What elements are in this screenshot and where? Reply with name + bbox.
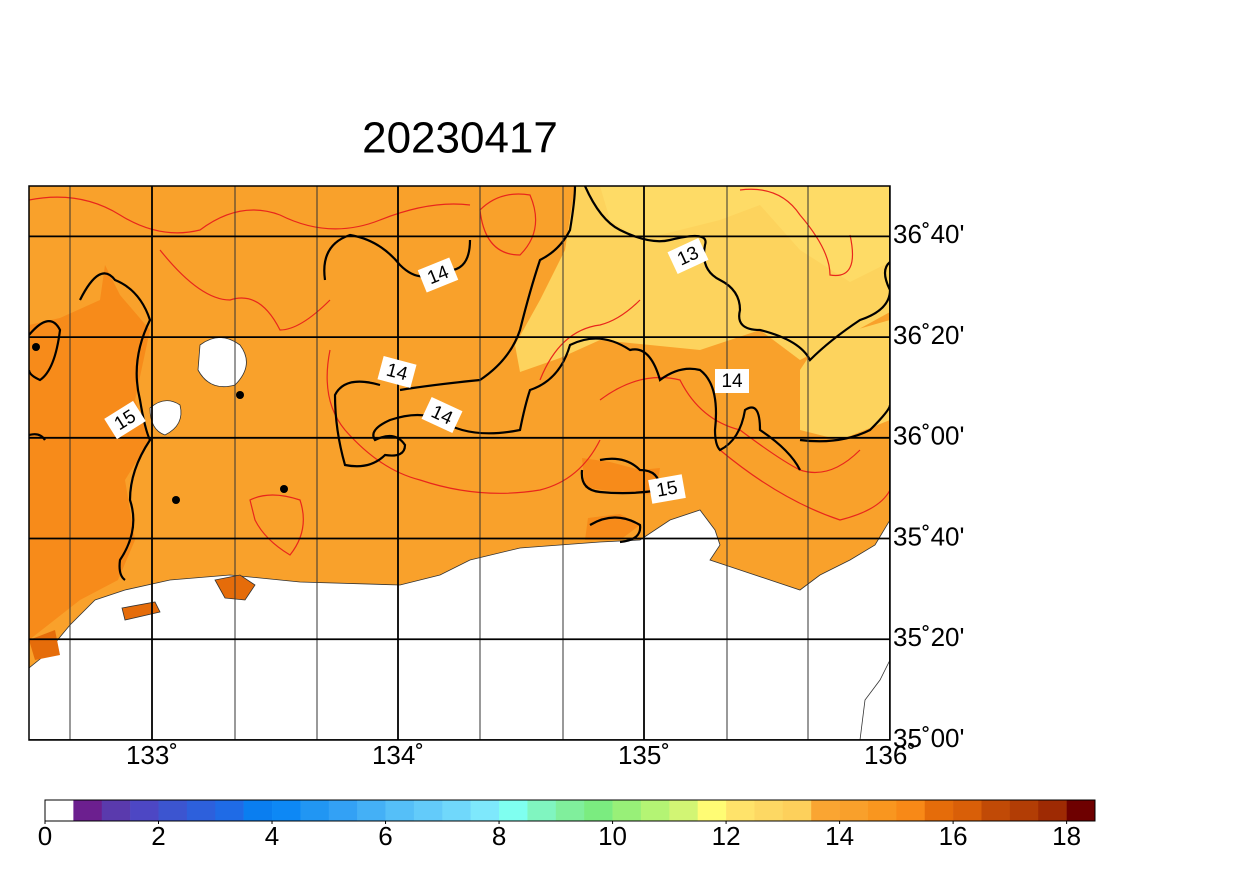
contour-label-bg — [667, 237, 709, 275]
contour-label-bg — [421, 396, 463, 434]
colorbar-segment — [499, 800, 528, 821]
y-tick-label: 36˚00' — [893, 421, 964, 451]
colorbar-segment — [45, 800, 74, 821]
colorbar: 0 2 4 6 8 10 12 14 16 18 — [38, 799, 1096, 851]
title: 20230417 — [362, 114, 558, 163]
land — [29, 509, 890, 740]
y-tick-label: 35˚20' — [893, 622, 964, 652]
contour-label: 13 — [667, 237, 709, 275]
colorbar-segment — [186, 800, 216, 821]
colorbar-segment — [981, 800, 1011, 821]
stations — [32, 343, 288, 504]
isotherms-major — [29, 186, 890, 581]
colorbar-segment — [130, 800, 159, 821]
colorbar-tick-label: 6 — [378, 821, 392, 851]
colorbar-segment — [73, 800, 103, 821]
x-tick-label: 135˚ — [618, 740, 670, 770]
contour-label-bg — [648, 474, 686, 504]
contour-label: 14 — [417, 257, 459, 293]
warm-region — [582, 458, 660, 495]
colorbar-segment — [555, 800, 585, 821]
colorbar-segment — [697, 800, 727, 821]
warm-region — [29, 265, 150, 640]
colorbar-tick-label: 2 — [151, 821, 165, 851]
colorbar-segment — [357, 800, 386, 821]
colorbar-segment — [669, 800, 699, 821]
colorbar-frame — [44, 799, 1096, 822]
colorbar-segment — [272, 800, 301, 821]
colorbar-segment — [470, 800, 500, 821]
warm-patch — [121, 601, 161, 621]
colorbar-segment — [158, 800, 188, 821]
colorbar-segment — [215, 800, 244, 821]
contour-label-text: 14 — [721, 371, 743, 392]
colorbar-tick-label: 10 — [598, 821, 627, 851]
cool-region — [800, 320, 890, 440]
colorbar-segment — [896, 800, 926, 821]
y-tick-label: 36˚40' — [893, 219, 964, 249]
colorbar-segment — [640, 800, 670, 821]
x-tick-label: 133˚ — [126, 740, 178, 770]
colorbar-segment — [1009, 800, 1039, 821]
x-tick-label: 134˚ — [372, 740, 424, 770]
colorbar-tick-label: 4 — [265, 821, 279, 851]
colorbar-tick-label: 8 — [492, 821, 506, 851]
colorbar-segment — [328, 800, 358, 821]
minor-grid — [69, 186, 809, 740]
y-tick-label: 35˚40' — [893, 521, 964, 551]
y-tick-label: 36˚20' — [893, 320, 964, 350]
land — [859, 659, 890, 740]
island — [197, 337, 247, 388]
contour-label-bg — [377, 356, 417, 388]
colorbar-segment — [385, 800, 415, 821]
warm-patch — [29, 630, 60, 660]
contour-label: 14 — [421, 396, 463, 434]
colorbar-segment — [612, 800, 642, 821]
colorbar-segment — [1066, 800, 1096, 821]
colorbar-segment — [243, 800, 273, 821]
grid — [29, 186, 890, 740]
colorbar-segment — [782, 800, 812, 821]
contour-label-bg — [417, 257, 459, 293]
colorbar-tick-label: 18 — [1052, 821, 1081, 851]
cool-region — [600, 186, 890, 282]
colorbar-segment — [584, 800, 613, 821]
colorbar-tick-label: 0 — [38, 821, 52, 851]
contour-label-text: 15 — [655, 477, 679, 501]
colorbar-segment — [867, 800, 897, 821]
contour-label: 14 — [715, 369, 749, 393]
colorbar-segment — [811, 800, 840, 821]
colorbar-segment — [300, 800, 330, 821]
contour-label-bg — [715, 369, 749, 393]
colorbar-segment — [1038, 800, 1067, 821]
x-tick-label: 136˚ — [864, 740, 916, 770]
contour-label: 15 — [648, 474, 686, 504]
colorbar-segment — [953, 800, 982, 821]
colorbar-segment — [527, 800, 557, 821]
axis-labels: 133˚ 134˚ 135˚ 136˚ 36˚40' 36˚20' 36˚00' 35˚40'… — [126, 219, 964, 770]
colorbar-segment — [924, 800, 954, 821]
map-frame — [28, 185, 891, 741]
y-tick-label: 35˚00' — [893, 723, 964, 753]
colorbar-segment — [754, 800, 784, 821]
island — [149, 400, 182, 436]
colorbar-tick-label: 14 — [825, 821, 854, 851]
colorbar-segment — [839, 800, 869, 821]
colorbar-segment — [442, 800, 471, 821]
colorbar-segment — [413, 800, 443, 821]
colorbar-tick-label: 12 — [712, 821, 741, 851]
colorbar-tick-label: 16 — [939, 821, 968, 851]
colorbar-segment — [101, 800, 131, 821]
contour-label: 14 — [377, 356, 417, 388]
colorbar-segment — [726, 800, 755, 821]
contour-label-bg — [104, 400, 146, 440]
